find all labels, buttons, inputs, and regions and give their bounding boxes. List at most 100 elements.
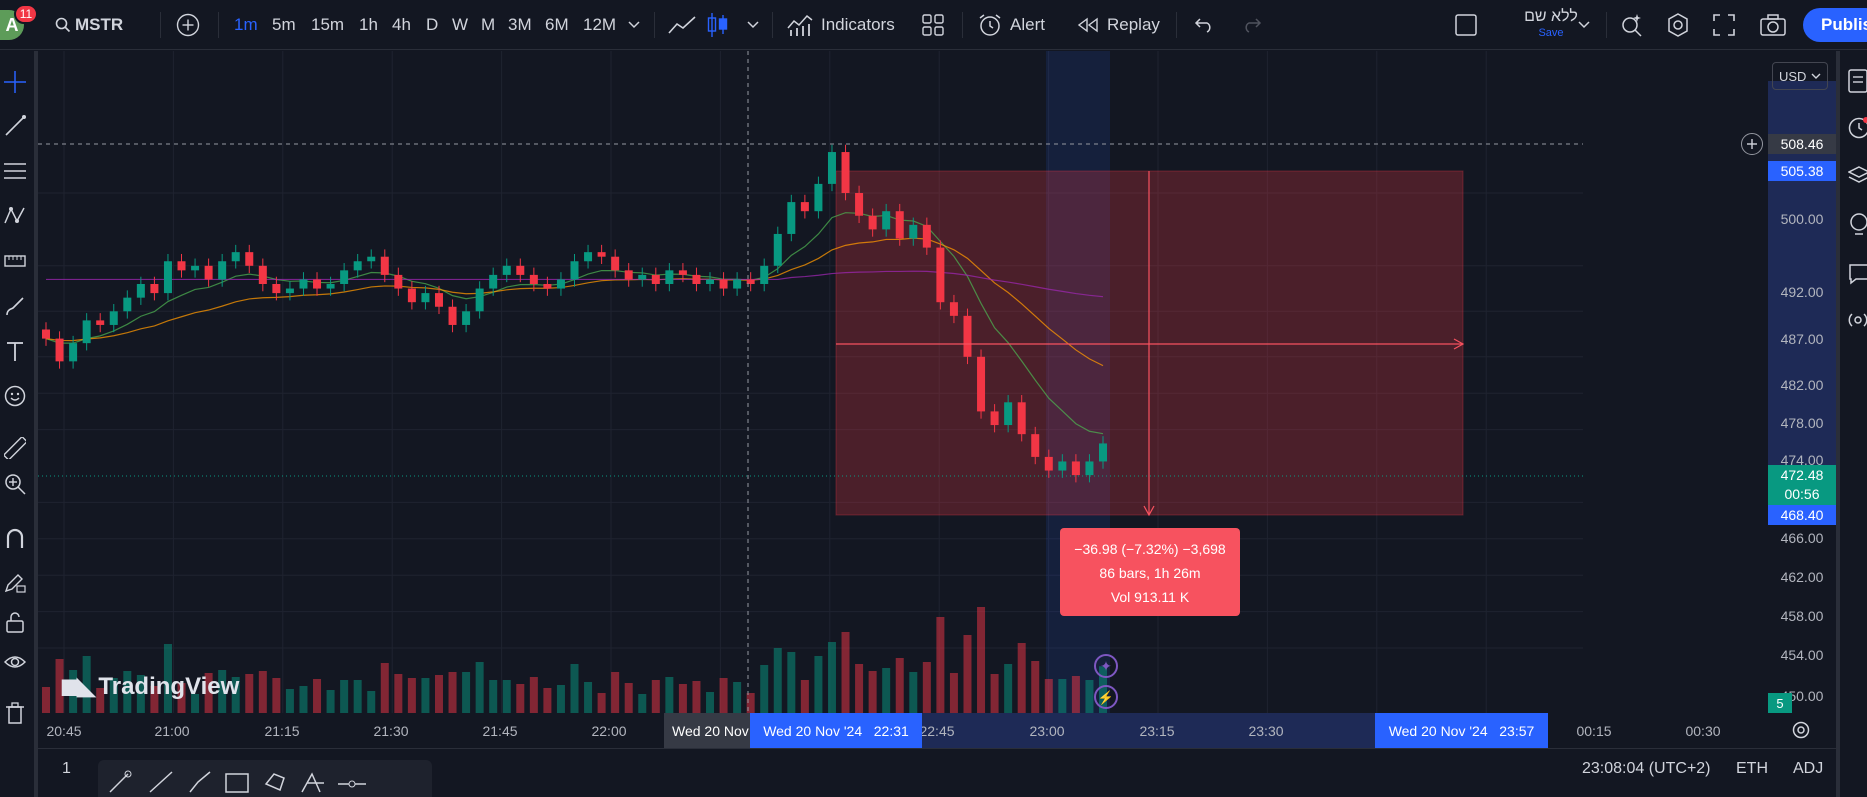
quick-search-button[interactable] bbox=[1620, 0, 1644, 50]
volume-bar bbox=[882, 668, 891, 713]
low-price-label: 468.40 bbox=[1768, 505, 1836, 525]
broadcast-icon bbox=[1848, 313, 1867, 327]
candle-body bbox=[136, 284, 145, 298]
candle-body bbox=[597, 252, 606, 257]
candle-body bbox=[922, 224, 931, 248]
crosshair-add-button[interactable] bbox=[1741, 133, 1763, 155]
layouts-button[interactable] bbox=[922, 0, 944, 50]
alerts-panel-button[interactable] bbox=[1848, 117, 1867, 144]
horizontal-lines-tool[interactable] bbox=[0, 156, 30, 186]
interval-1h[interactable]: 1h bbox=[359, 0, 378, 50]
chart-type-dropdown[interactable] bbox=[747, 0, 759, 50]
forecast-tool[interactable] bbox=[0, 246, 30, 276]
volume-bar bbox=[868, 671, 877, 713]
interval-1m[interactable]: 1m bbox=[234, 0, 258, 50]
crosshair-tool[interactable] bbox=[0, 67, 30, 97]
interval-m[interactable]: M bbox=[481, 0, 495, 50]
line-chart-type-button[interactable] bbox=[668, 0, 696, 50]
time-axis-settings-button[interactable] bbox=[1791, 720, 1811, 745]
time-tick: 21:30 bbox=[373, 722, 409, 739]
range-start-time-label: Wed 20 Nov '24 22:31 bbox=[750, 713, 922, 748]
trend-line-icon[interactable] bbox=[109, 770, 132, 793]
interval-3m[interactable]: 3M bbox=[508, 0, 532, 50]
ideas-button[interactable] bbox=[1848, 213, 1867, 242]
logo-text: TradingView bbox=[98, 672, 240, 700]
select-rectangle-button[interactable] bbox=[1455, 0, 1477, 50]
layout-save-block[interactable]: ללא שם Save bbox=[1520, 8, 1582, 39]
eye-icon bbox=[4, 656, 26, 668]
currency-selector[interactable]: USD bbox=[1772, 62, 1828, 90]
volume-bar bbox=[1085, 680, 1094, 713]
candle-body bbox=[1017, 402, 1026, 435]
candle-body bbox=[367, 256, 376, 262]
replay-button[interactable]: Replay bbox=[1077, 0, 1160, 50]
volume-bar bbox=[1099, 666, 1107, 713]
publish-button[interactable]: Publish bbox=[1803, 8, 1867, 42]
trend-line-tool[interactable] bbox=[0, 111, 30, 141]
indicators-label: Indicators bbox=[821, 15, 895, 34]
hide-drawings-tool[interactable] bbox=[0, 647, 30, 677]
clock-timezone[interactable]: 23:08:04 (UTC+2) bbox=[1582, 760, 1711, 777]
stay-in-drawing-tool[interactable] bbox=[0, 567, 30, 597]
interval-6m[interactable]: 6M bbox=[545, 0, 569, 50]
bar-countdown: 00:56 bbox=[1784, 486, 1820, 502]
brush-tool[interactable] bbox=[0, 291, 30, 321]
interval-15m[interactable]: 15m bbox=[311, 0, 344, 50]
symbol-search-button[interactable]: MSTR bbox=[55, 0, 123, 50]
price-chart[interactable]: ✦ ⚡ bbox=[38, 51, 1583, 713]
snapshot-button[interactable] bbox=[1760, 0, 1786, 50]
path-icon[interactable] bbox=[264, 773, 285, 792]
alert-button[interactable]: Alert bbox=[978, 0, 1045, 50]
interval-d[interactable]: D bbox=[426, 0, 438, 50]
sparkle-marker[interactable] bbox=[1094, 654, 1118, 678]
lock-drawings-tool[interactable] bbox=[0, 607, 30, 637]
text-tool[interactable] bbox=[0, 336, 30, 366]
brush-icon[interactable] bbox=[189, 771, 211, 793]
volume-bar bbox=[299, 686, 308, 713]
candle-body bbox=[990, 411, 999, 426]
interval-label: 6M bbox=[545, 15, 569, 34]
object-tree-button[interactable] bbox=[1847, 165, 1867, 192]
zoom-tool[interactable] bbox=[0, 469, 30, 499]
watchlist-button[interactable] bbox=[1848, 69, 1867, 98]
pattern-tool[interactable] bbox=[0, 201, 30, 231]
crosshair-price-label: 508.46 bbox=[1768, 134, 1836, 154]
lightning-marker[interactable] bbox=[1094, 685, 1118, 709]
candle-body bbox=[909, 224, 918, 239]
candle-body bbox=[1031, 434, 1040, 457]
fullscreen-button[interactable] bbox=[1713, 0, 1735, 50]
broadcast-button[interactable] bbox=[1846, 309, 1867, 336]
indicators-button[interactable]: Indicators bbox=[787, 0, 895, 50]
ray-icon[interactable] bbox=[149, 771, 173, 793]
settings-button[interactable] bbox=[1666, 0, 1690, 50]
interval-dropdown[interactable] bbox=[628, 0, 640, 50]
adjust-toggle[interactable]: ADJ bbox=[1793, 760, 1824, 777]
candle-body bbox=[1099, 443, 1107, 462]
volume-bar bbox=[570, 664, 579, 713]
undo-button[interactable] bbox=[1194, 0, 1214, 50]
redo-button[interactable] bbox=[1242, 0, 1262, 50]
horizontal-ray-icon[interactable] bbox=[338, 780, 366, 788]
compare-symbol-button[interactable] bbox=[176, 0, 200, 50]
interval-4h[interactable]: 4h bbox=[392, 0, 411, 50]
candle-body bbox=[882, 211, 891, 230]
session-toggle[interactable]: ETH bbox=[1736, 760, 1768, 777]
layout-dropdown[interactable] bbox=[1578, 0, 1590, 50]
interval-5m[interactable]: 5m bbox=[272, 0, 296, 50]
candle-chart-type-button[interactable] bbox=[706, 0, 730, 50]
magnet-tool[interactable] bbox=[0, 523, 30, 553]
rectangle-icon[interactable] bbox=[225, 773, 249, 793]
candle-body bbox=[936, 247, 945, 303]
candle-body bbox=[299, 279, 308, 289]
candle-body bbox=[109, 311, 118, 325]
volume-bar bbox=[285, 689, 294, 713]
emoji-tool[interactable] bbox=[0, 381, 30, 411]
measure-tool[interactable] bbox=[0, 433, 30, 463]
price-tick: 466.00 bbox=[1780, 530, 1824, 546]
chat-button[interactable] bbox=[1848, 263, 1867, 290]
interval-w[interactable]: W bbox=[452, 0, 468, 50]
remove-drawings-tool[interactable] bbox=[0, 698, 30, 728]
fork-icon[interactable] bbox=[301, 772, 324, 793]
measure-volume: Vol 913.11 K bbox=[1110, 589, 1190, 605]
interval-12m[interactable]: 12M bbox=[583, 0, 616, 50]
